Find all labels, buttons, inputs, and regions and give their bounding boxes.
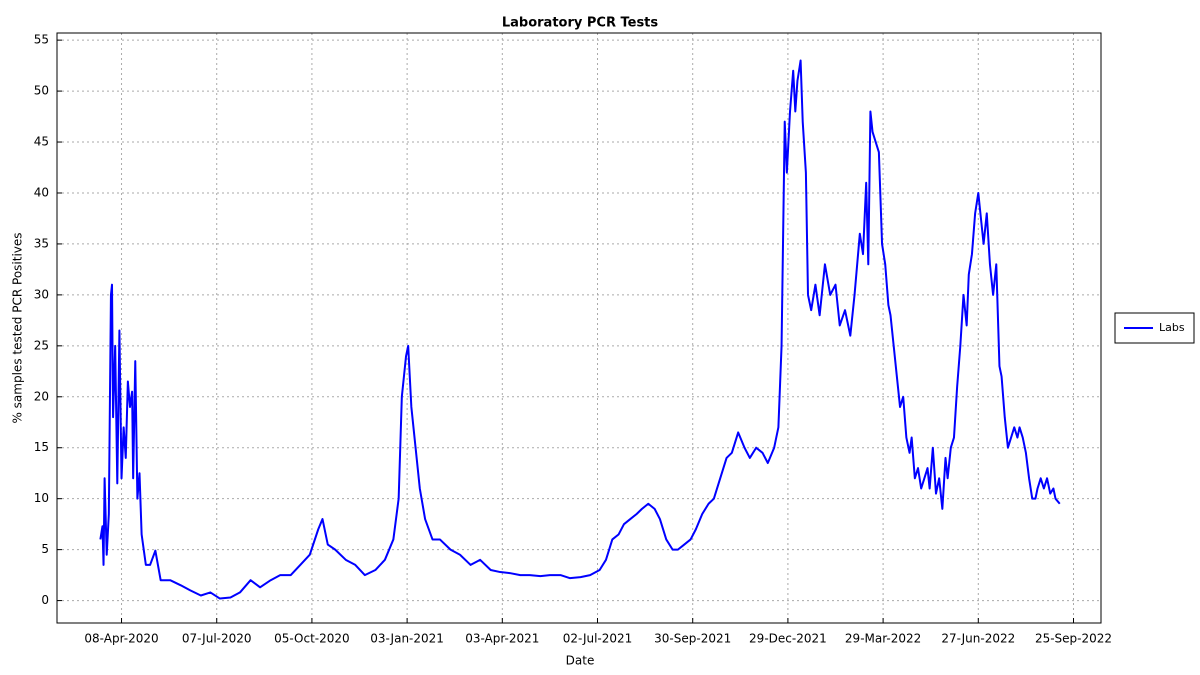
y-tick-label: 40 (34, 185, 49, 199)
chart-title: Laboratory PCR Tests (502, 16, 659, 31)
y-tick-label: 20 (34, 389, 49, 403)
x-tick-label: 25-Sep-2022 (1035, 632, 1112, 646)
y-tick-label: 50 (34, 84, 49, 98)
y-axis-label: % samples tested PCR Positives (11, 232, 25, 423)
y-tick-label: 0 (41, 593, 49, 607)
x-tick-label: 27-Jun-2022 (941, 632, 1015, 646)
y-tick-label: 30 (34, 287, 49, 301)
y-tick-label: 45 (34, 135, 49, 149)
x-tick-label: 07-Jul-2020 (182, 632, 252, 646)
y-tick-label: 35 (34, 236, 49, 250)
legend-label: Labs (1159, 321, 1185, 334)
x-tick-label: 03-Apr-2021 (465, 632, 539, 646)
x-tick-label: 08-Apr-2020 (84, 632, 158, 646)
x-tick-label: 03-Jan-2021 (370, 632, 444, 646)
y-tick-label: 55 (34, 33, 49, 47)
x-tick-label: 30-Sep-2021 (654, 632, 731, 646)
data-line (99, 59, 1061, 600)
x-tick-label: 29-Dec-2021 (749, 632, 827, 646)
plot-frame (56, 32, 1102, 624)
x-tick-label: 02-Jul-2021 (563, 632, 633, 646)
x-axis-label: Date (566, 654, 595, 668)
y-tick-label: 5 (41, 542, 49, 556)
y-tick-label: 10 (34, 491, 49, 505)
x-tick-label: 05-Oct-2020 (274, 632, 350, 646)
y-tick-label: 15 (34, 440, 49, 454)
y-tick-label: 25 (34, 338, 49, 352)
x-tick-label: 29-Mar-2022 (845, 632, 921, 646)
